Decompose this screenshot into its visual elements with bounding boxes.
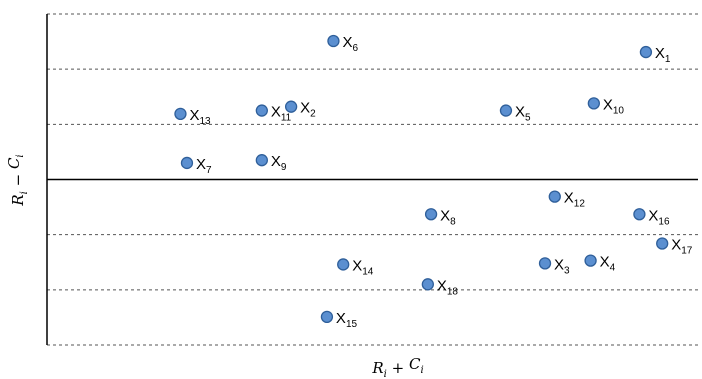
x-axis-title: Ri + Ci xyxy=(371,355,423,379)
point-label: X10 xyxy=(603,96,625,116)
point-label: X8 xyxy=(440,207,456,227)
data-point xyxy=(327,34,340,48)
point-label: X17 xyxy=(671,236,693,256)
data-point xyxy=(284,100,298,113)
point-label: X5 xyxy=(515,104,531,124)
point-label: X14 xyxy=(352,257,374,277)
data-point xyxy=(180,156,194,170)
point-label: X16 xyxy=(648,207,670,227)
point-label: X1 xyxy=(655,45,671,65)
point-label: X13 xyxy=(189,107,211,127)
point-label: X9 xyxy=(271,153,287,173)
point-label: X18 xyxy=(437,277,459,297)
data-point xyxy=(499,104,513,117)
y-axis-title: Ri − Ci xyxy=(5,154,30,206)
data-point xyxy=(639,45,653,59)
data-point xyxy=(656,237,669,250)
data-point xyxy=(255,104,268,117)
point-label: X4 xyxy=(600,254,616,274)
data-point xyxy=(548,190,561,203)
data-point xyxy=(337,258,350,271)
point-label: X15 xyxy=(336,310,358,330)
data-point xyxy=(255,154,268,167)
point-label: X7 xyxy=(196,156,212,176)
data-point xyxy=(174,107,187,121)
data-point xyxy=(424,208,438,221)
data-point xyxy=(421,278,434,291)
data-point xyxy=(587,97,600,110)
data-point xyxy=(633,208,646,221)
data-point xyxy=(320,310,334,324)
point-label: X6 xyxy=(342,34,358,54)
data-points: X1X2X3X4X5X6X7X8X9X10X11X12X13X14X15X16X… xyxy=(174,34,693,330)
point-label: X2 xyxy=(300,100,316,120)
point-label: X3 xyxy=(554,256,570,276)
gridlines xyxy=(47,13,698,346)
data-point xyxy=(584,254,597,267)
point-label: X12 xyxy=(564,190,586,210)
data-point xyxy=(538,257,552,270)
